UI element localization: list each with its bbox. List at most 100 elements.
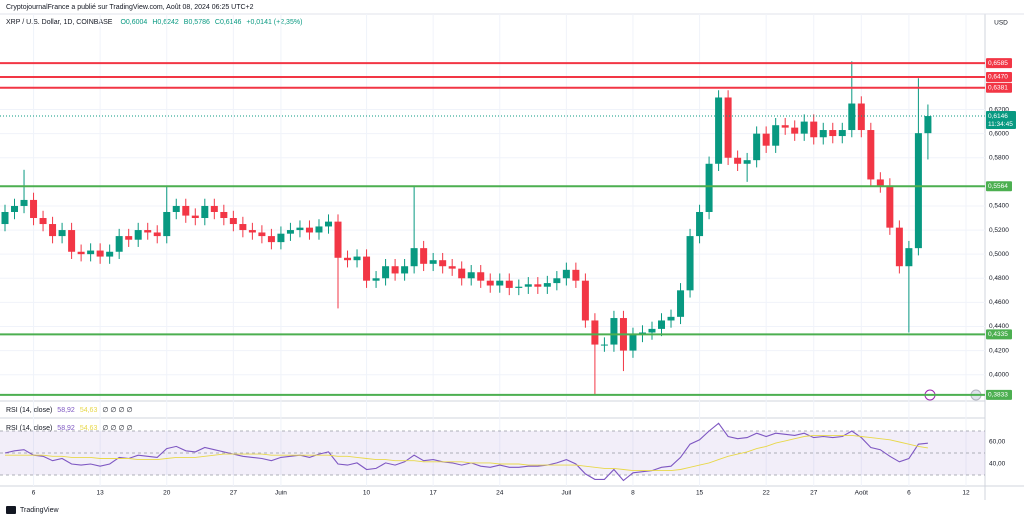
y-tick-label: 0,4800 <box>989 275 1009 282</box>
last-price-label: 0,6146 <box>988 113 1008 120</box>
candle-body <box>401 266 409 274</box>
rsi-line <box>4 422 928 482</box>
candle-body <box>134 230 142 240</box>
rsi-title: RSI (14, close) <box>6 425 52 432</box>
x-tick-label: 17 <box>430 490 438 497</box>
candle-body <box>172 205 180 212</box>
candle-body <box>296 227 304 231</box>
x-tick-label: 6 <box>32 490 36 497</box>
candle-body <box>886 185 894 228</box>
x-tick-label: 6 <box>907 490 911 497</box>
candle-body <box>467 272 475 279</box>
candle-body <box>724 97 732 158</box>
candle-body <box>248 230 256 233</box>
candle-body <box>125 236 133 240</box>
level-label: 0,6585 <box>988 60 1008 67</box>
candle-body <box>305 227 313 233</box>
candle-body <box>334 221 342 258</box>
candle-body <box>458 268 466 279</box>
candle-body <box>781 125 789 128</box>
candle-body <box>486 280 494 286</box>
y-tick-label: 0,5000 <box>989 251 1009 258</box>
x-tick-label: 24 <box>496 490 504 497</box>
candle-body <box>572 269 580 281</box>
symbol: XRP / U.S. Dollar, 1D, COINBASE <box>6 19 113 26</box>
candle-body <box>106 251 114 257</box>
candle-body <box>344 257 352 261</box>
countdown: 11:34:45 <box>988 121 1013 128</box>
candle-body <box>734 157 742 164</box>
y-tick-label: 0,6000 <box>989 130 1009 137</box>
x-tick-label: 13 <box>97 490 105 497</box>
candle-body <box>239 224 247 231</box>
x-tick-label: 8 <box>631 490 635 497</box>
y-tick-label: 0,5400 <box>989 203 1009 210</box>
candle-body <box>58 230 66 237</box>
candle-body <box>363 256 371 281</box>
y-tick-label: 0,4000 <box>989 371 1009 378</box>
y-tick-label: 0,4600 <box>989 299 1009 306</box>
candle-body <box>20 199 28 206</box>
candle-body <box>524 284 532 287</box>
level-tag <box>986 82 1012 93</box>
candle-body <box>429 260 437 264</box>
y-tick-label: 60,00 <box>989 439 1006 446</box>
candle-body <box>791 127 799 134</box>
candle-body <box>743 160 751 164</box>
candle-body <box>772 125 780 146</box>
candle-body <box>658 320 666 329</box>
candle-body <box>267 236 275 243</box>
candle-body <box>191 215 199 219</box>
candle-body <box>838 130 846 137</box>
candle-body <box>629 334 637 351</box>
candle-body <box>810 121 818 138</box>
ohlc-label: B0,5786 <box>184 19 210 26</box>
candle-body <box>895 227 903 267</box>
candle-body <box>924 116 932 134</box>
x-tick-label: Août <box>855 490 869 497</box>
level-label: 0,3833 <box>988 392 1008 399</box>
candle-body <box>1 211 9 225</box>
brand-logo <box>6 506 16 514</box>
ohlc-label: +0,0141 (+2,35%) <box>246 19 302 26</box>
candle-body <box>410 248 418 267</box>
candle-body <box>667 316 675 321</box>
x-tick-label: 20 <box>163 490 171 497</box>
candle-body <box>286 230 294 234</box>
x-tick-label: 27 <box>230 490 238 497</box>
x-tick-label: 10 <box>363 490 371 497</box>
y-tick-label: 0,5800 <box>989 154 1009 161</box>
level-label: 0,6381 <box>988 84 1008 91</box>
candle-body <box>115 236 123 252</box>
candle-body <box>496 280 504 286</box>
candle-body <box>201 205 209 219</box>
candle-body <box>819 130 827 138</box>
currency: USD <box>994 20 1008 27</box>
candle-body <box>372 278 380 281</box>
rsi-legend-value: 58,92 <box>57 407 75 414</box>
candle-body <box>220 211 228 219</box>
rsi-line <box>5 434 928 472</box>
candle-body <box>677 290 685 317</box>
candle-body <box>534 284 542 287</box>
candle-body <box>591 320 599 345</box>
candle-body <box>477 272 485 281</box>
candle-body <box>277 233 285 243</box>
last-price-tag <box>986 111 1016 130</box>
candle-body <box>610 318 618 345</box>
candle-body <box>420 248 428 264</box>
candle-body <box>505 280 513 288</box>
rsi-legend-value: 58,92 <box>57 425 75 432</box>
candle-body <box>39 218 47 225</box>
candle-body <box>914 133 922 249</box>
candle-body <box>182 205 190 216</box>
candle-body <box>715 97 723 164</box>
level-tag <box>986 329 1012 340</box>
candle-body <box>30 199 38 219</box>
candle-body <box>876 179 884 186</box>
candle-body <box>857 103 865 131</box>
candle-body <box>144 230 152 233</box>
rsi-legend-extra: ∅ ∅ ∅ ∅ <box>102 407 132 414</box>
candle-body <box>210 205 218 212</box>
